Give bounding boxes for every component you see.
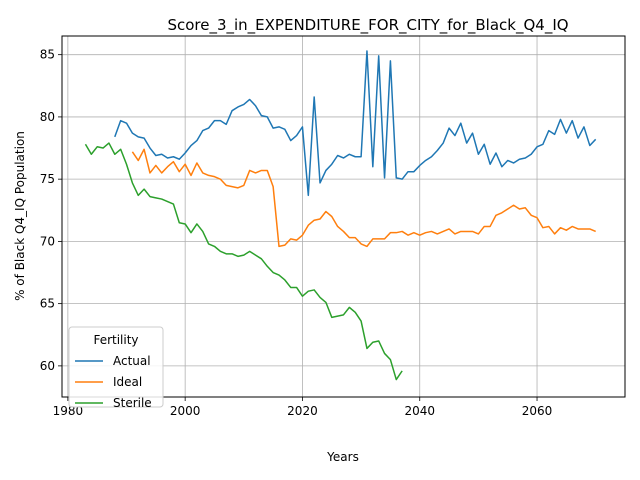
x-axis-label: Years: [326, 450, 359, 464]
x-tick-label: 2020: [287, 404, 318, 418]
legend: Fertility Actual Ideal Sterile: [68, 326, 164, 410]
x-tick-label: 2040: [404, 404, 435, 418]
legend-label-sterile: Sterile: [113, 396, 152, 410]
plot-frame: [61, 35, 626, 398]
x-tick-label: 2060: [522, 404, 553, 418]
series-line-actual: [114, 50, 597, 197]
y-axis-ticks: 60 65 70 75 80 85: [40, 48, 62, 373]
series-line-ideal: [131, 148, 596, 248]
legend-label-actual: Actual: [113, 354, 151, 368]
legend-label-ideal: Ideal: [113, 375, 142, 389]
x-tick-label: 2000: [170, 404, 201, 418]
y-tick-label: 65: [40, 297, 55, 311]
y-axis-label: % of Black Q4_IQ Population: [13, 131, 27, 301]
legend-box: [68, 326, 164, 408]
legend-title: Fertility: [93, 333, 138, 347]
y-tick-label: 80: [40, 110, 55, 124]
y-tick-label: 70: [40, 234, 55, 248]
y-tick-label: 85: [40, 48, 55, 62]
series-layer: [84, 50, 597, 381]
y-tick-label: 60: [40, 359, 55, 373]
gridlines: [62, 36, 625, 397]
chart-title: Score_3_in_EXPENDITURE_FOR_CITY_for_Blac…: [167, 16, 568, 35]
legend-items: Actual Ideal Sterile: [75, 354, 152, 410]
y-tick-label: 75: [40, 172, 55, 186]
series-line-sterile: [84, 142, 403, 381]
